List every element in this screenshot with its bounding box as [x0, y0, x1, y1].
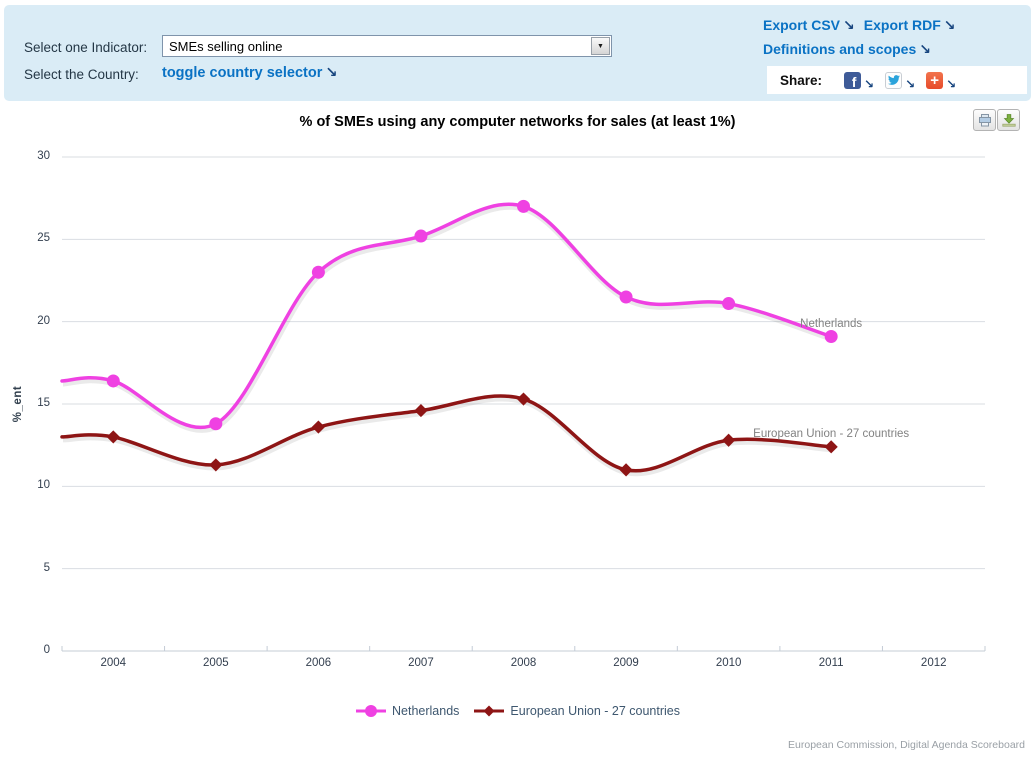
share-box: Share: f ↘ ↘ + ↘ [767, 66, 1027, 94]
x-axis-tick-label: 2006 [283, 657, 353, 669]
filter-bar: Select one Indicator: SMEs selling onlin… [4, 5, 1031, 101]
printer-icon [978, 114, 992, 127]
diagonal-arrow-icon: ↘ [941, 17, 956, 33]
data-point-marker [722, 434, 735, 447]
chart-legend: Netherlands European Union - 27 countrie… [0, 704, 1035, 718]
data-point-marker [209, 458, 222, 471]
legend-marker-icon [355, 704, 387, 718]
diagonal-arrow-icon: ↘ [943, 79, 956, 89]
export-csv-link[interactable]: Export CSV↘ [763, 17, 855, 33]
legend-item-netherlands[interactable]: Netherlands [355, 704, 459, 718]
data-point-marker [312, 266, 325, 279]
legend-label: Netherlands [392, 704, 459, 718]
twitter-icon [885, 72, 902, 89]
data-point-marker [825, 440, 838, 453]
share-twitter-button[interactable]: ↘ [885, 72, 915, 89]
y-axis-tick-label: 15 [8, 397, 50, 409]
addthis-plus-icon: + [926, 72, 943, 89]
series-line [62, 396, 831, 471]
share-addthis-button[interactable]: + ↘ [926, 72, 956, 89]
y-axis-tick-label: 0 [8, 644, 50, 656]
diagonal-arrow-icon: ↘ [902, 79, 915, 89]
legend-item-european-union-27-countries[interactable]: European Union - 27 countries [473, 704, 680, 718]
diagonal-arrow-icon: ↘ [916, 41, 931, 57]
data-point-marker [517, 200, 530, 213]
y-axis-tick-label: 30 [8, 150, 50, 162]
credits-text: European Commission, Digital Agenda Scor… [788, 739, 1025, 751]
series-data-label: Netherlands [800, 318, 862, 330]
y-axis-tick-label: 25 [8, 232, 50, 244]
print-chart-button[interactable] [973, 109, 996, 131]
share-label: Share: [780, 73, 822, 88]
diagonal-arrow-icon: ↘ [861, 79, 874, 89]
data-point-marker [209, 417, 222, 430]
y-axis-tick-label: 20 [8, 315, 50, 327]
legend-label: European Union - 27 countries [510, 704, 680, 718]
x-axis-tick-label: 2007 [386, 657, 456, 669]
facebook-icon: f [844, 72, 861, 89]
series-line [62, 204, 831, 427]
download-icon [1002, 114, 1016, 127]
chart-title: % of SMEs using any computer networks fo… [293, 111, 743, 133]
data-point-marker [414, 230, 427, 243]
series-data-label: European Union - 27 countries [753, 428, 909, 440]
x-axis-tick-label: 2010 [694, 657, 764, 669]
y-axis-tick-label: 5 [8, 562, 50, 574]
data-point-marker [414, 404, 427, 417]
data-point-marker [620, 290, 633, 303]
x-axis-tick-label: 2008 [489, 657, 559, 669]
indicator-select-value: SMEs selling online [163, 39, 590, 54]
export-links: Export CSV↘ Export RDF↘ Definitions and … [763, 14, 961, 62]
download-chart-button[interactable] [997, 109, 1020, 131]
digital-agenda-scoreboard-app: Select one Indicator: SMEs selling onlin… [0, 0, 1035, 758]
indicator-label: Select one Indicator: [24, 40, 147, 55]
data-point-marker [107, 430, 120, 443]
data-point-marker [312, 420, 325, 433]
x-axis-tick-label: 2005 [181, 657, 251, 669]
definitions-and-scopes-link[interactable]: Definitions and scopes↘ [763, 41, 931, 57]
country-label: Select the Country: [24, 67, 139, 82]
chevron-down-icon[interactable]: ▼ [591, 37, 610, 55]
data-point-marker [107, 374, 120, 387]
x-axis-tick-label: 2004 [78, 657, 148, 669]
legend-marker-icon [473, 704, 505, 718]
data-point-marker [825, 330, 838, 343]
x-axis-tick-label: 2009 [591, 657, 661, 669]
diagonal-arrow-icon: ↘ [840, 17, 855, 33]
diagonal-arrow-icon: ↘ [322, 65, 337, 81]
share-facebook-button[interactable]: f ↘ [844, 72, 874, 89]
x-axis-tick-label: 2011 [796, 657, 866, 669]
export-rdf-link[interactable]: Export RDF↘ [864, 17, 956, 33]
y-axis-tick-label: 10 [8, 479, 50, 491]
data-point-marker [517, 392, 530, 405]
indicator-select[interactable]: SMEs selling online ▼ [162, 35, 612, 57]
data-point-marker [722, 297, 735, 310]
data-point-marker [619, 463, 632, 476]
toggle-country-selector-link[interactable]: toggle country selector↘ [162, 65, 338, 81]
x-axis-tick-label: 2012 [899, 657, 969, 669]
